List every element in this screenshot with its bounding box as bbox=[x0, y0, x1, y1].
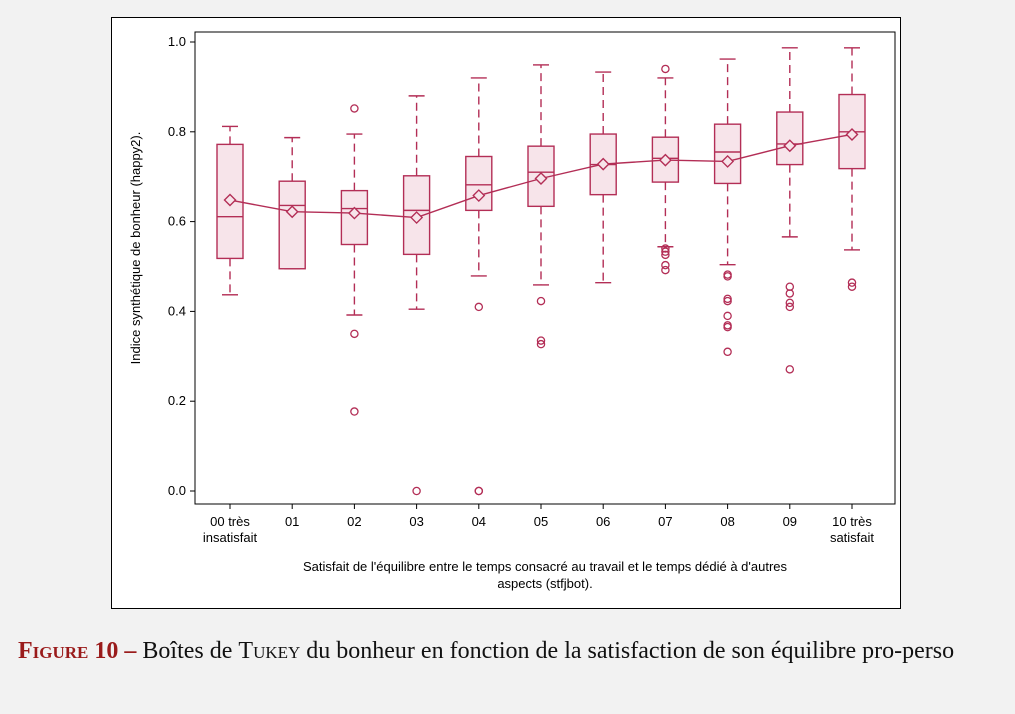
outlier-point bbox=[723, 272, 732, 281]
outlier-point bbox=[661, 250, 670, 260]
y-axis-label: Indice synthétique de bonheur (happy2). bbox=[128, 132, 143, 365]
outlier-point bbox=[661, 247, 670, 256]
outlier-point bbox=[847, 282, 857, 291]
outlier-point bbox=[661, 244, 670, 253]
box-iqr bbox=[713, 123, 742, 185]
outlier-point bbox=[785, 365, 795, 374]
mean-marker bbox=[223, 193, 237, 207]
mean-marker bbox=[783, 139, 797, 153]
mean-marker bbox=[534, 172, 548, 185]
x-axis-label: Satisfait de l'équilibre entre le temps … bbox=[303, 559, 788, 574]
outlier-point bbox=[661, 260, 670, 270]
outlier-point bbox=[723, 347, 732, 357]
outlier-point bbox=[412, 486, 421, 496]
caption-label: Figure 10 – bbox=[18, 638, 137, 664]
outlier-point bbox=[723, 311, 732, 321]
outlier-point bbox=[785, 289, 795, 298]
mean-marker bbox=[596, 157, 610, 171]
mean-marker bbox=[721, 154, 735, 168]
x-tick-label: 08 bbox=[720, 514, 734, 529]
outlier-point bbox=[474, 302, 484, 312]
x-tick-label: insatisfait bbox=[203, 530, 258, 545]
x-tick-label: 02 bbox=[347, 514, 361, 529]
caption-text-after: du bonheur en fonction de la satisfactio… bbox=[306, 638, 955, 664]
outlier-point bbox=[350, 329, 359, 339]
caption-text-before: Boîtes de bbox=[142, 638, 233, 664]
mean-marker bbox=[285, 205, 299, 219]
x-tick-label: 07 bbox=[658, 514, 672, 529]
outlier-point bbox=[723, 322, 732, 332]
y-tick-label: 0.4 bbox=[168, 303, 186, 318]
outlier-point bbox=[661, 265, 670, 275]
outlier-point bbox=[536, 296, 546, 306]
y-tick-label: 0.0 bbox=[168, 483, 186, 498]
x-axis-label: aspects (stfjbot). bbox=[497, 576, 592, 591]
caption-name: Tukey bbox=[238, 638, 301, 664]
x-tick-label: satisfait bbox=[830, 530, 874, 545]
x-tick-label: 01 bbox=[285, 514, 299, 529]
outlier-point bbox=[350, 407, 359, 416]
box-iqr bbox=[776, 111, 804, 166]
outlier-point bbox=[661, 64, 670, 74]
x-tick-label: 04 bbox=[472, 514, 486, 529]
mean-marker bbox=[347, 206, 361, 220]
x-tick-label: 06 bbox=[596, 514, 610, 529]
y-tick-label: 0.8 bbox=[168, 124, 186, 139]
outlier-point bbox=[723, 296, 732, 306]
y-tick-label: 0.6 bbox=[168, 214, 186, 229]
boxplot-chart: 0.0 0.2 0.4 0.6 0.8 1.0 Indice synthétique de … bbox=[128, 31, 896, 591]
outlier-point bbox=[474, 486, 484, 496]
y-tick-label: 0.2 bbox=[168, 393, 186, 408]
x-tick-label: 05 bbox=[534, 514, 548, 529]
box-iqr bbox=[278, 180, 306, 270]
x-tick-label: 03 bbox=[409, 514, 423, 529]
outlier-point bbox=[536, 339, 546, 349]
plot-area-frame bbox=[194, 31, 896, 505]
mean-marker bbox=[472, 189, 486, 203]
mean-marker bbox=[410, 211, 424, 225]
outlier-point bbox=[847, 278, 857, 287]
x-tick-label: 09 bbox=[783, 514, 797, 529]
mean-marker bbox=[658, 153, 672, 167]
y-tick-label: 1.0 bbox=[168, 34, 186, 49]
mean-marker bbox=[845, 128, 859, 141]
outlier-point bbox=[350, 104, 359, 113]
x-tick-label: 00 très bbox=[210, 514, 250, 529]
outlier-point bbox=[785, 298, 795, 308]
x-tick-label: 10 très bbox=[832, 514, 872, 529]
figure-caption: Figure 10 – Boîtes de Tukey du bonheur e… bbox=[18, 634, 1003, 668]
outlier-point bbox=[785, 302, 795, 312]
outlier-point bbox=[536, 336, 546, 345]
box-iqr bbox=[465, 155, 493, 212]
figure-frame: 0.0 0.2 0.4 0.6 0.8 1.0 Indice synthétique de … bbox=[111, 17, 901, 609]
